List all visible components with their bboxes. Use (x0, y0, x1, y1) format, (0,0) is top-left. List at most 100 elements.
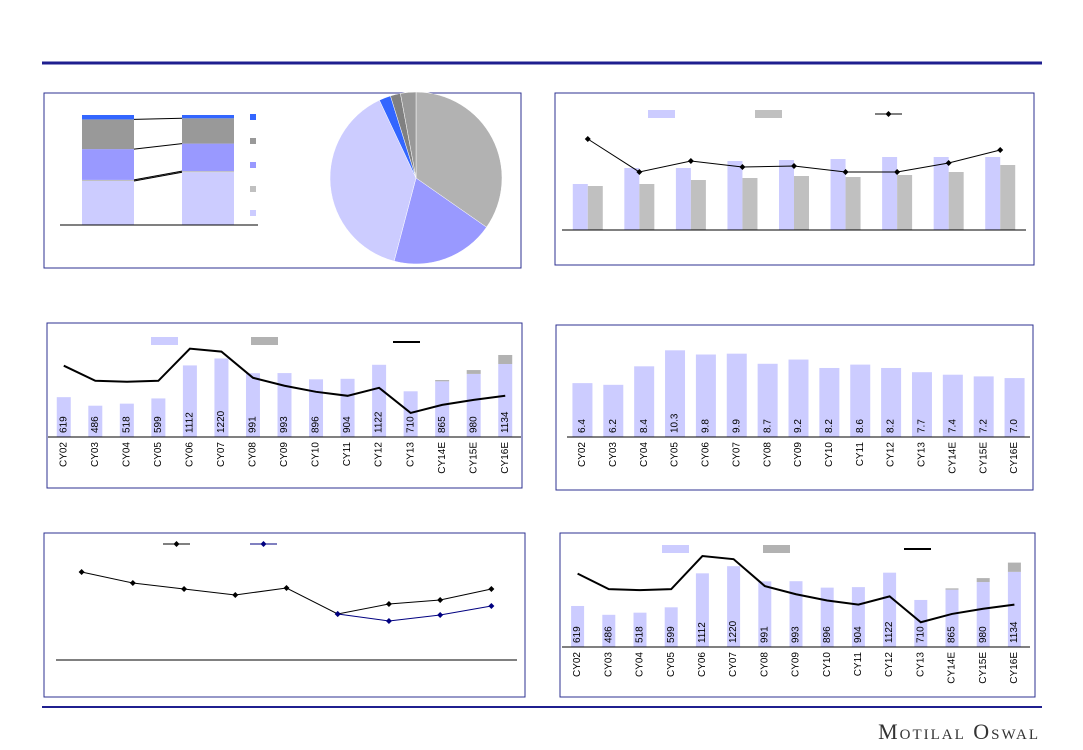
data-label: 904 (853, 626, 864, 643)
bar (119, 403, 134, 437)
x-tick-label: CY04 (639, 442, 650, 467)
x-tick-label: CY09 (793, 442, 804, 467)
bar (466, 373, 481, 437)
bar (789, 581, 803, 647)
bar (372, 364, 387, 437)
x-tick-label: CY05 (666, 652, 677, 677)
pie-slice (415, 91, 503, 228)
x-tick-label: CY04 (121, 442, 132, 467)
bar (794, 176, 809, 230)
marker (584, 136, 591, 142)
bar (942, 374, 963, 437)
bar (435, 381, 450, 437)
bar (945, 588, 959, 590)
x-tick-label: CY15E (978, 442, 989, 474)
bar-segment (82, 115, 134, 120)
connector (133, 170, 183, 181)
data-label: 980 (978, 626, 989, 643)
x-tick-label: CY15E (978, 652, 989, 684)
bar (883, 572, 897, 647)
data-label: 619 (58, 416, 69, 433)
bar (664, 607, 678, 647)
data-label: 1134 (1009, 621, 1020, 643)
x-tick-label: CY08 (762, 442, 773, 467)
x-tick-label: CY05 (670, 442, 681, 467)
x-tick-label: CY06 (697, 652, 708, 677)
bar (309, 379, 324, 437)
x-tick-label: CY10 (311, 442, 322, 467)
data-label: 7.4 (947, 419, 958, 433)
marker (385, 618, 392, 624)
bar (624, 168, 640, 230)
x-tick-label: CY14E (947, 442, 958, 474)
data-label: 1122 (884, 621, 895, 643)
x-tick-label: CY04 (635, 652, 646, 677)
bar (665, 350, 686, 437)
x-tick-label: CY03 (608, 442, 619, 467)
bar (1000, 165, 1016, 230)
bar (214, 358, 229, 437)
data-label: 8.4 (639, 419, 650, 433)
bar (151, 398, 166, 437)
legend-swatch (250, 114, 256, 120)
x-tick-label: CY07 (728, 652, 739, 677)
x-tick-label: CY14E (437, 442, 448, 474)
legend-swatch (250, 210, 256, 216)
bar (897, 175, 913, 230)
bar (182, 365, 197, 437)
data-label: 991 (248, 416, 259, 433)
bar (587, 186, 603, 230)
x-tick-label: CY10 (822, 652, 833, 677)
bar (634, 366, 655, 437)
bar (948, 172, 964, 230)
data-label: 7.2 (978, 419, 989, 433)
bar (1004, 378, 1025, 437)
data-label: 710 (915, 626, 926, 643)
data-label: 9.8 (701, 419, 712, 433)
marker (129, 580, 136, 586)
connector (133, 143, 183, 150)
data-label: 865 (437, 416, 448, 433)
bar (572, 184, 588, 230)
data-label: 1220 (728, 620, 739, 643)
data-label: 599 (666, 626, 677, 643)
data-label: 6.4 (577, 419, 588, 433)
data-label: 7.7 (917, 419, 928, 433)
bar (56, 397, 71, 437)
bar (690, 180, 706, 230)
x-tick-label: CY11 (342, 442, 353, 467)
data-label: 1112 (697, 622, 708, 643)
x-tick-label: CY13 (915, 652, 926, 677)
bar (819, 367, 840, 437)
legend-marker (173, 541, 180, 547)
data-label: 896 (822, 626, 833, 643)
bar (914, 599, 928, 647)
marker (181, 586, 188, 592)
bar-segment (82, 149, 134, 180)
bar-segment (82, 181, 134, 225)
x-tick-label: CY05 (153, 442, 164, 467)
bar (820, 587, 834, 647)
bar (945, 589, 959, 647)
bar-segment (182, 115, 234, 119)
x-tick-label: CY02 (577, 442, 588, 467)
data-label: 619 (572, 626, 583, 643)
bar (498, 354, 513, 364)
x-tick-label: CY16E (500, 442, 511, 474)
bar (726, 353, 747, 437)
marker (78, 569, 85, 575)
legend-swatch (755, 110, 782, 118)
bar-segment (182, 118, 234, 144)
legend-swatch (151, 337, 178, 345)
bar (727, 161, 743, 230)
bar-segment (182, 143, 234, 172)
data-label: 991 (759, 626, 770, 643)
marker (437, 597, 444, 603)
legend-marker (885, 111, 892, 117)
data-label: 518 (635, 626, 646, 643)
bar (976, 582, 990, 647)
x-tick-label: CY06 (701, 442, 712, 467)
bar (88, 405, 103, 437)
x-tick-label: CY12 (886, 442, 897, 467)
